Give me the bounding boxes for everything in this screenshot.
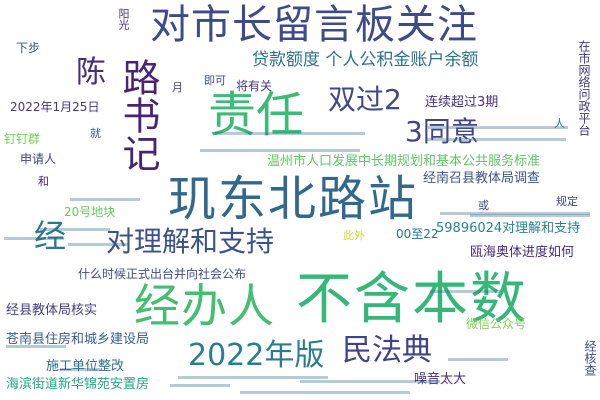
minor-word-mark [440, 212, 590, 215]
word: 将有关 [236, 79, 273, 93]
word: 陈 [76, 55, 106, 90]
minor-word-mark [200, 149, 360, 152]
word: 施工单位整改 [46, 359, 125, 374]
word: 苍南县住房和城乡建设局 [6, 332, 150, 347]
word: 路书记 [116, 58, 160, 172]
word: 阳光 [117, 8, 130, 30]
word: 2022年1月25日 [10, 100, 100, 114]
word: 或 [478, 199, 489, 212]
word: 玑东北路站 [168, 171, 419, 227]
word: 人 [554, 117, 565, 130]
minor-word-mark [178, 376, 328, 379]
word: 经县教体局核实 [6, 303, 98, 318]
minor-word-mark [70, 198, 140, 201]
word: 和 [38, 175, 49, 188]
word: 就 [90, 127, 101, 140]
word: 民法典 [342, 333, 432, 368]
word: 海滨街道新华锦苑安置房 [6, 377, 150, 392]
minor-word-mark [448, 358, 508, 361]
word: 即可 [204, 74, 226, 87]
word: 经办人 [134, 279, 275, 333]
word: 此外 [343, 229, 365, 242]
word: 贷款额度 个人公积金账户余额 [252, 50, 479, 70]
word: 双过2 [328, 83, 402, 116]
word: 瓯海奥体进度如何 [470, 245, 575, 260]
word: 3同意 [405, 115, 479, 148]
word: 月 [172, 81, 183, 94]
word: 钉钉群 [4, 132, 41, 146]
word: 经南召县教体局调查 [423, 171, 541, 186]
word: 噪音太大 [414, 372, 467, 387]
minor-word-mark [240, 391, 410, 394]
word: 责任 [208, 87, 305, 143]
word: 59896024对理解和支持 [436, 221, 581, 236]
minor-word-mark [470, 214, 590, 217]
word: 对市长留言板关注 [150, 2, 478, 48]
word: 00至22 [396, 227, 439, 241]
word: 经 [34, 217, 67, 255]
word: 什么时候正式出台并向社会公布 [78, 267, 247, 281]
minor-word-mark [170, 384, 230, 387]
word: 经核查 [583, 340, 597, 376]
word: 申请人 [20, 152, 57, 166]
word: 20号地块 [64, 205, 116, 219]
word: 微信公众号 [466, 317, 527, 331]
word: 在市网络问政平台 [577, 40, 591, 136]
word: 2022年版 [188, 338, 325, 373]
word: 温州市人口发展中长期规划和基本公共服务标准 [267, 154, 541, 169]
word: 下步 [16, 41, 41, 55]
word: 连续超过3期 [425, 95, 499, 110]
word: 对理解和支持 [106, 225, 275, 258]
word: 规定 [556, 195, 578, 208]
word: 不含本数 [296, 267, 528, 332]
